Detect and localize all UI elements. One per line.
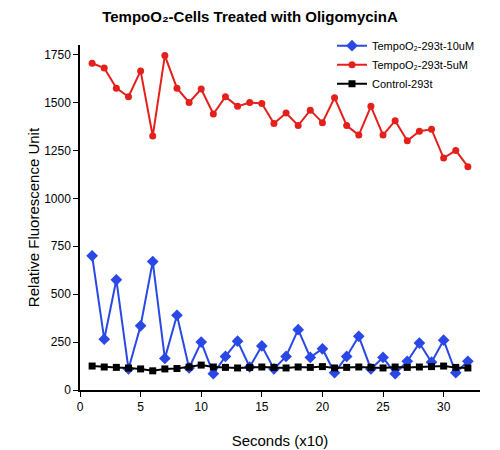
svg-text:0: 0	[64, 383, 71, 397]
svg-text:750: 750	[51, 239, 71, 253]
svg-text:1250: 1250	[44, 144, 71, 158]
svg-text:Seconds (x10): Seconds (x10)	[232, 432, 329, 449]
svg-text:5: 5	[137, 400, 144, 414]
svg-text:TempoO₂-293t-10uM: TempoO₂-293t-10uM	[372, 40, 474, 52]
svg-text:1750: 1750	[44, 48, 71, 62]
svg-text:500: 500	[51, 287, 71, 301]
svg-text:Relative Fluorescence Unit: Relative Fluorescence Unit	[25, 127, 42, 307]
svg-text:TempoO₂-293t-5uM: TempoO₂-293t-5uM	[372, 59, 468, 71]
svg-text:1500: 1500	[44, 96, 71, 110]
svg-text:250: 250	[51, 335, 71, 349]
svg-text:10: 10	[195, 400, 209, 414]
svg-text:TempoO₂-Cells Treated with Oli: TempoO₂-Cells Treated with OligomycinA	[102, 8, 398, 25]
svg-text:25: 25	[376, 400, 390, 414]
svg-text:20: 20	[316, 400, 330, 414]
svg-text:15: 15	[255, 400, 269, 414]
svg-text:Control-293t: Control-293t	[372, 78, 433, 90]
svg-text:1000: 1000	[44, 192, 71, 206]
svg-text:30: 30	[437, 400, 451, 414]
svg-text:0: 0	[77, 400, 84, 414]
